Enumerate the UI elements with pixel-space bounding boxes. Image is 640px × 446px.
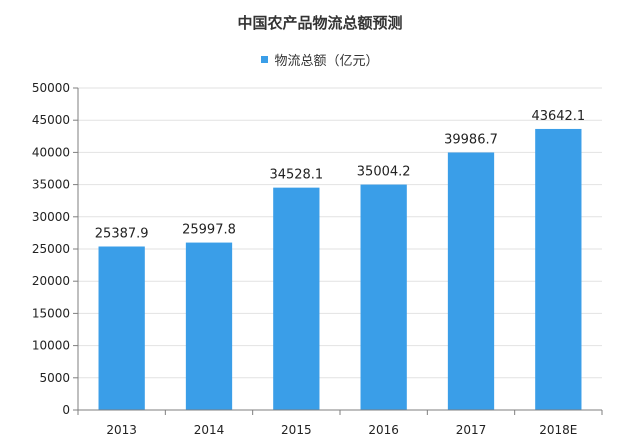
- data-labels: 25387.9 25997.8 34528.1 35004.2 39986.7 43642…: [95, 109, 585, 242]
- data-label-2016: 35004.2: [357, 165, 411, 180]
- x-tick-label: 2013: [106, 423, 137, 437]
- bar-2018E: [535, 128, 582, 410]
- bar-2017: [447, 152, 495, 410]
- data-label-2015: 34528.1: [269, 168, 323, 183]
- bar-2014: [185, 242, 233, 410]
- data-label-2013: 25387.9: [95, 227, 149, 242]
- y-tick-label: 5000: [39, 371, 70, 385]
- bar-2013: [98, 246, 145, 410]
- x-tick-label: 2015: [281, 423, 312, 437]
- legend-label: 物流总额（亿元）: [274, 54, 379, 69]
- legend: 物流总额（亿元）: [0, 50, 640, 69]
- bar-2016: [360, 184, 407, 410]
- data-label-2014: 25997.8: [182, 223, 236, 238]
- axes: 0 5000 10000 15000 20000 25000 30000 35000 40000…: [32, 81, 603, 437]
- bar-2015: [273, 187, 320, 410]
- x-tick-label: 2016: [368, 423, 399, 437]
- y-tick-label: 20000: [32, 274, 70, 288]
- chart-title: 中国农产品物流总额预测: [237, 14, 403, 32]
- y-tick-label: 15000: [32, 306, 70, 320]
- x-tick-label: 2017: [456, 423, 487, 437]
- x-tick-label: 2014: [194, 423, 225, 437]
- y-tick-label: 25000: [32, 242, 70, 256]
- legend-swatch: [261, 56, 269, 63]
- y-tick-label: 10000: [32, 339, 70, 353]
- gridlines: [78, 87, 602, 379]
- x-tick-label: 2018E: [539, 423, 577, 437]
- y-tick-label: 30000: [32, 210, 70, 224]
- y-tick-label: 35000: [32, 178, 70, 192]
- y-tick-label: 40000: [32, 145, 70, 159]
- data-label-2018E: 43642.1: [531, 109, 585, 124]
- data-label-2017: 39986.7: [444, 132, 498, 147]
- bars: [98, 128, 582, 410]
- y-tick-label: 0: [62, 403, 70, 417]
- y-tick-label: 45000: [32, 113, 70, 127]
- y-tick-label: 50000: [32, 81, 70, 95]
